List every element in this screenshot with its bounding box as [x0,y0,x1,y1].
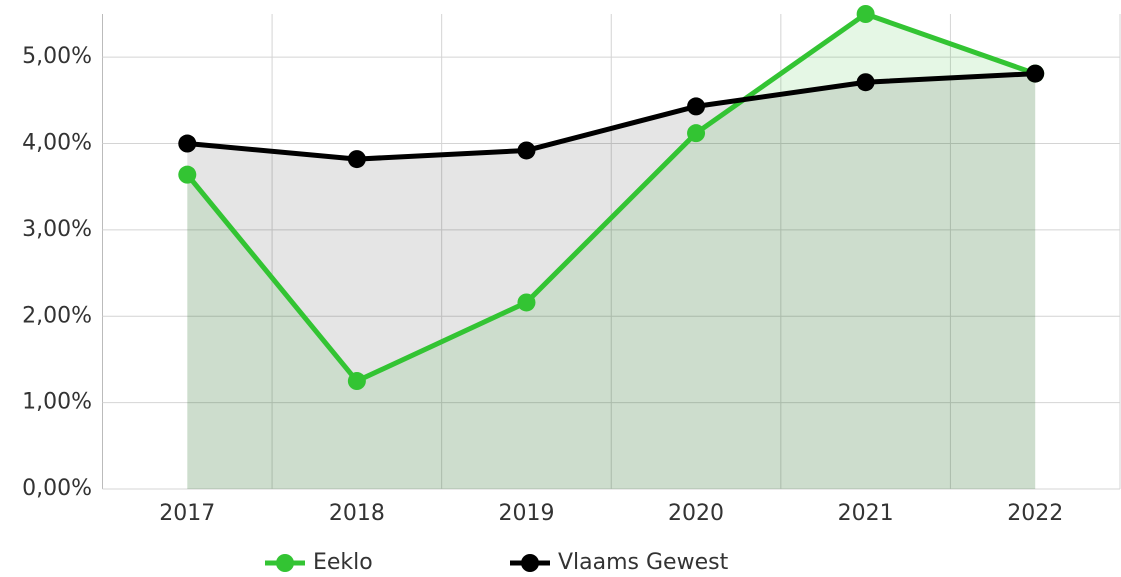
area [187,14,1036,489]
point [856,5,875,23]
point [517,293,536,312]
legend-label: Vlaams Gewest [558,550,729,575]
point [1026,64,1045,83]
y-tick-label: 2,00% [22,303,92,328]
y-tick-label: 5,00% [22,44,92,69]
point [856,73,875,92]
legend-swatch-point [276,554,294,572]
point [178,165,197,184]
line [185,11,1037,384]
point [687,97,706,116]
area [187,73,1036,489]
point [347,150,366,169]
x-tick-label: 2021 [838,501,894,526]
x-tick-label: 2019 [498,501,554,526]
x-tick-label: 2020 [668,501,724,526]
y-tick-label: 0,00% [22,476,92,501]
legend-label: Eeklo [313,550,373,575]
x-tick-label: 2022 [1007,501,1063,526]
x-tick-label: 2018 [329,501,385,526]
y-tick-label: 4,00% [22,131,92,156]
point [178,134,197,153]
y-tick-label: 1,00% [22,390,92,415]
legend-swatch-point [521,554,539,572]
y-tick-label: 3,00% [22,217,92,242]
x-tick-label: 2017 [159,501,215,526]
point [517,141,536,160]
line [187,71,1036,162]
point [687,124,706,143]
point [347,372,366,391]
